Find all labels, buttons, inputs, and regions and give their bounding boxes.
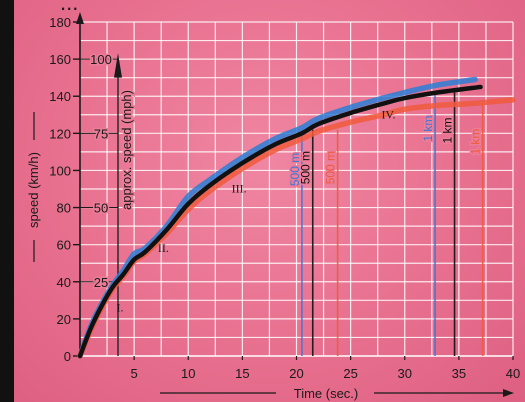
y-axis-title: speed (km/h): [26, 152, 41, 228]
x-tick-label: 40: [506, 366, 520, 381]
x-axis-title: Time (sec.): [294, 386, 359, 401]
gear-label: III.: [232, 182, 247, 196]
mph-tick-label: 25: [94, 275, 108, 290]
distance-marker-label: 500 m: [299, 151, 313, 184]
gear-label: II.: [158, 241, 169, 255]
series-line: [77, 84, 483, 359]
distance-marker-label: 500 m: [324, 151, 338, 184]
x-tick-label: 35: [452, 366, 466, 381]
y-tick-label: 140: [49, 89, 71, 104]
header-text: ...: [60, 0, 520, 12]
y-tick-label: 0: [64, 349, 71, 364]
left-edge-band: [0, 0, 14, 402]
y-tick-label: 20: [57, 312, 71, 327]
y-axis-arrow: [76, 12, 84, 24]
x-tick-label: 5: [131, 366, 138, 381]
mph-axis-arrow: [114, 53, 122, 78]
distance-marker-label: 1 km: [469, 129, 483, 155]
distance-marker-label: 1 km: [441, 118, 455, 144]
distance-marker-label: 1 km: [421, 116, 435, 142]
mph-tick-label: 100: [90, 52, 112, 67]
x-tick-label: 10: [181, 366, 195, 381]
mph-tick-label: 75: [94, 126, 108, 141]
distance-marker-label: 500 m: [288, 153, 302, 186]
x-tick-label: 25: [343, 366, 357, 381]
y-tick-label: 80: [57, 201, 71, 216]
y-tick-label: 60: [57, 238, 71, 253]
x-tick-label: 20: [289, 366, 303, 381]
x-tick-label: 30: [398, 366, 412, 381]
gear-label: IV.: [381, 107, 395, 121]
mph-tick-label: 50: [94, 201, 108, 216]
mph-axis-title: approx. speed (mph): [119, 90, 134, 210]
y-tick-label: 40: [57, 275, 71, 290]
y-tick-label: 100: [49, 163, 71, 178]
y-tick-label: 120: [49, 126, 71, 141]
x-axis-arrow: [503, 389, 514, 397]
y-tick-label: 180: [49, 15, 71, 30]
series-line: [77, 76, 478, 359]
gear-label: I.: [117, 300, 124, 314]
x-tick-label: 15: [235, 366, 249, 381]
y-tick-label: 160: [49, 52, 71, 67]
